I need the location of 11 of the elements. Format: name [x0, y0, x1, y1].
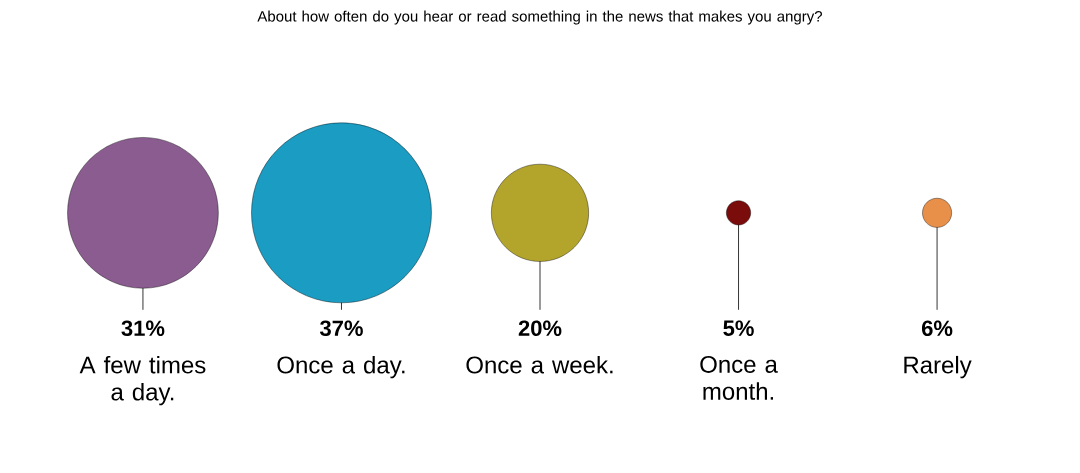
text: About how often do you hear or read something in the news that makes you angry?: [257, 10, 823, 25]
category-label: Once a week.: [466, 355, 613, 374]
category-label: A few times a day.: [79, 355, 206, 406]
data-label: 5%: [723, 320, 754, 336]
data-label: 37%: [319, 320, 363, 337]
category-label: Once a month.: [700, 355, 778, 400]
data-label: 20%: [518, 320, 562, 337]
data-label: 31%: [121, 320, 165, 337]
category-label: Rarely: [904, 355, 972, 379]
data-label: 6%: [921, 320, 953, 337]
category-label: Once a day.: [277, 355, 405, 379]
